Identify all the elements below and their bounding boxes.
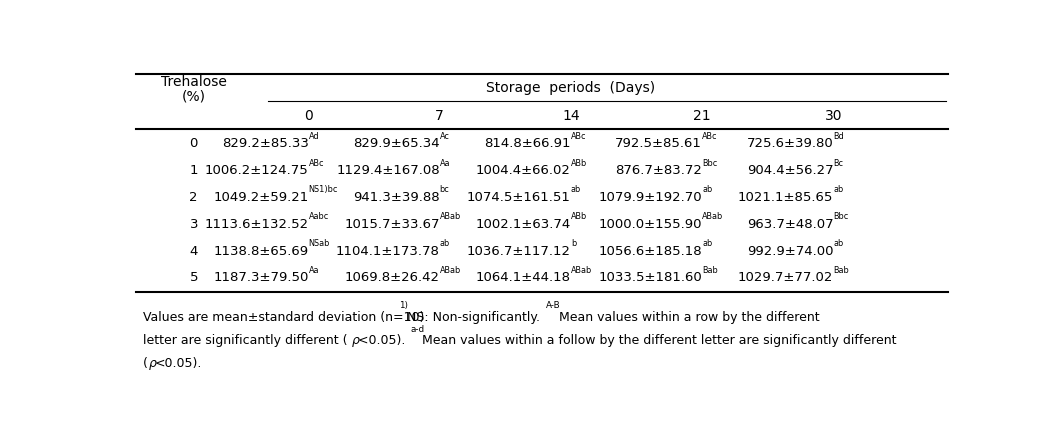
Text: bc: bc [440, 186, 450, 194]
Text: 1036.7±117.12: 1036.7±117.12 [467, 244, 571, 257]
Text: ABc: ABc [703, 132, 717, 141]
Text: (: ( [143, 357, 148, 370]
Text: 1074.5±161.51: 1074.5±161.51 [467, 191, 571, 204]
Text: Aa: Aa [309, 266, 320, 275]
Text: 792.5±85.61: 792.5±85.61 [616, 137, 703, 150]
Text: 904.4±56.27: 904.4±56.27 [747, 164, 834, 177]
Text: Ad: Ad [309, 132, 320, 141]
Text: ab: ab [703, 186, 712, 194]
Text: 941.3±39.88: 941.3±39.88 [353, 191, 440, 204]
Text: ABab: ABab [440, 266, 461, 275]
Text: letter are significantly different (: letter are significantly different ( [143, 334, 347, 347]
Text: Bab: Bab [834, 266, 850, 275]
Text: 3: 3 [189, 218, 198, 231]
Text: 1187.3±79.50: 1187.3±79.50 [213, 271, 309, 285]
Text: 21: 21 [693, 109, 711, 123]
Text: A-B: A-B [546, 301, 561, 310]
Text: 1069.8±26.42: 1069.8±26.42 [345, 271, 440, 285]
Text: ab: ab [834, 186, 843, 194]
Text: Trehalose: Trehalose [161, 74, 226, 89]
Text: Mean values within a follow by the different letter are significantly different: Mean values within a follow by the diffe… [422, 334, 897, 347]
Text: ab: ab [703, 239, 712, 248]
Text: NS1)bc: NS1)bc [309, 186, 338, 194]
Text: <0.05).: <0.05). [154, 357, 202, 370]
Text: 1006.2±124.75: 1006.2±124.75 [205, 164, 309, 177]
Text: ab: ab [571, 186, 581, 194]
Text: ab: ab [440, 239, 450, 248]
Text: 814.8±66.91: 814.8±66.91 [485, 137, 571, 150]
Text: 30: 30 [824, 109, 842, 123]
Text: 1000.0±155.90: 1000.0±155.90 [599, 218, 703, 231]
Text: ABab: ABab [440, 212, 461, 221]
Text: (%): (%) [182, 89, 205, 103]
Text: 2: 2 [189, 191, 198, 204]
Text: 0: 0 [304, 109, 313, 123]
Text: 1): 1) [399, 301, 407, 310]
Text: 829.9±65.34: 829.9±65.34 [353, 137, 440, 150]
Text: 7: 7 [435, 109, 444, 123]
Text: 1064.1±44.18: 1064.1±44.18 [476, 271, 571, 285]
Text: ρ: ρ [352, 334, 360, 347]
Text: ABc: ABc [309, 159, 324, 168]
Text: 725.6±39.80: 725.6±39.80 [747, 137, 834, 150]
Text: 1021.1±85.65: 1021.1±85.65 [737, 191, 834, 204]
Text: 963.7±48.07: 963.7±48.07 [747, 218, 834, 231]
Text: ABb: ABb [571, 212, 587, 221]
Text: Bbc: Bbc [834, 212, 849, 221]
Text: 1015.7±33.67: 1015.7±33.67 [344, 218, 440, 231]
Text: 1113.6±132.52: 1113.6±132.52 [204, 218, 309, 231]
Text: <0.05).: <0.05). [358, 334, 414, 347]
Text: Mean values within a row by the different: Mean values within a row by the differen… [559, 311, 819, 324]
Text: 1129.4±167.08: 1129.4±167.08 [336, 164, 440, 177]
Text: Storage  periods  (Days): Storage periods (Days) [487, 81, 656, 95]
Text: NS: Non-significantly.: NS: Non-significantly. [406, 311, 548, 324]
Text: Aa: Aa [440, 159, 451, 168]
Text: 992.9±74.00: 992.9±74.00 [747, 244, 834, 257]
Text: Bc: Bc [834, 159, 843, 168]
Text: 1049.2±59.21: 1049.2±59.21 [214, 191, 309, 204]
Text: 1033.5±181.60: 1033.5±181.60 [599, 271, 703, 285]
Text: 1029.7±77.02: 1029.7±77.02 [737, 271, 834, 285]
Text: Bbc: Bbc [703, 159, 717, 168]
Text: Bd: Bd [834, 132, 844, 141]
Text: 1: 1 [189, 164, 198, 177]
Text: Bab: Bab [703, 266, 718, 275]
Text: 876.7±83.72: 876.7±83.72 [616, 164, 703, 177]
Text: 1138.8±65.69: 1138.8±65.69 [214, 244, 309, 257]
Text: ρ: ρ [149, 357, 157, 370]
Text: ABb: ABb [571, 159, 587, 168]
Text: ABab: ABab [571, 266, 592, 275]
Text: 5: 5 [189, 271, 198, 285]
Text: Ac: Ac [440, 132, 450, 141]
Text: 829.2±85.33: 829.2±85.33 [222, 137, 309, 150]
Text: a-d: a-d [411, 325, 424, 334]
Text: ABab: ABab [703, 212, 724, 221]
Text: NSab: NSab [309, 239, 330, 248]
Text: ABc: ABc [571, 132, 586, 141]
Text: 1002.1±63.74: 1002.1±63.74 [476, 218, 571, 231]
Text: b: b [571, 239, 577, 248]
Text: 1004.4±66.02: 1004.4±66.02 [476, 164, 571, 177]
Text: 4: 4 [189, 244, 198, 257]
Text: 1079.9±192.70: 1079.9±192.70 [599, 191, 703, 204]
Text: 1056.6±185.18: 1056.6±185.18 [599, 244, 703, 257]
Text: 0: 0 [189, 137, 198, 150]
Text: Values are mean±standard deviation (n=10).: Values are mean±standard deviation (n=10… [143, 311, 436, 324]
Text: ab: ab [834, 239, 843, 248]
Text: 14: 14 [562, 109, 580, 123]
Text: 1104.1±173.78: 1104.1±173.78 [335, 244, 440, 257]
Text: Aabc: Aabc [309, 212, 329, 221]
